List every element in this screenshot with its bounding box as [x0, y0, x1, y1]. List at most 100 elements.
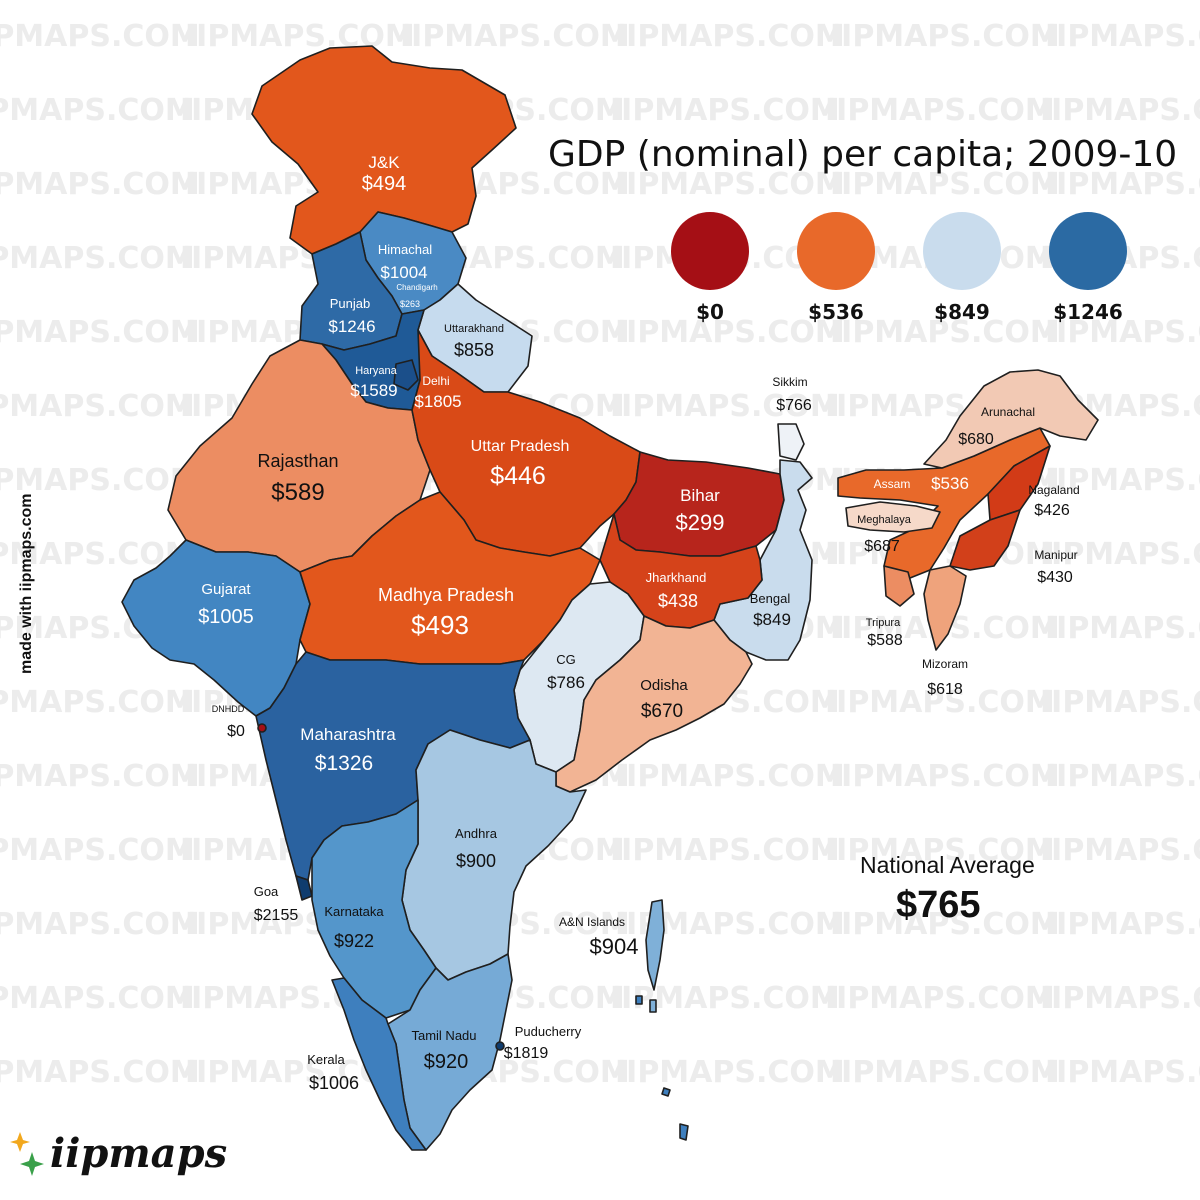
label-name: DNHDD: [212, 704, 245, 714]
label-value: $588: [867, 632, 903, 649]
label-name: Mizoram: [922, 657, 968, 671]
region-delhi[interactable]: [393, 359, 419, 391]
region-meghalaya[interactable]: [845, 501, 941, 533]
watermark-text: IIPMAPS.COM: [0, 19, 200, 54]
label-name: Rajasthan: [257, 451, 338, 471]
island-speck: [635, 995, 643, 1005]
region-sikkim[interactable]: [777, 423, 805, 461]
label-name: Uttarakhand: [444, 323, 504, 335]
label-value: $766: [776, 397, 812, 414]
region-tripura[interactable]: [883, 565, 915, 607]
watermark-text: IIPMAPS.COM: [615, 315, 845, 350]
label-value: $900: [456, 851, 496, 871]
watermark-text: IIPMAPS.COM: [825, 685, 1055, 720]
watermark-text: IIPMAPS.COM: [0, 1055, 200, 1090]
label-value: $446: [490, 462, 546, 490]
label-name: Kerala: [307, 1052, 345, 1067]
region-goa[interactable]: [295, 875, 313, 901]
watermark-text: IIPMAPS.COM: [0, 759, 200, 794]
label-name: Himachal: [378, 242, 432, 257]
label-value: $1004: [380, 263, 427, 282]
region-up[interactable]: [411, 329, 641, 557]
legend-item: $849: [922, 212, 1002, 324]
legend-swatch: [923, 212, 1001, 290]
label-value: $687: [864, 538, 900, 555]
island-speck: [679, 1123, 689, 1141]
label-name: Gujarat: [201, 581, 251, 598]
label-value: $1805: [414, 392, 461, 411]
label-value: $589: [271, 479, 324, 506]
region-bengal[interactable]: [713, 459, 813, 661]
watermark-text: IIPMAPS.COM: [1040, 833, 1200, 868]
label-value: $1005: [198, 606, 254, 628]
region-arunachal[interactable]: [923, 369, 1099, 469]
watermark-text: IIPMAPS.COM: [825, 981, 1055, 1016]
watermark-text: IIPMAPS.COM: [1045, 611, 1200, 646]
region-puducherry[interactable]: [495, 1041, 505, 1051]
label-name: Chandigarh: [396, 283, 437, 292]
watermark-text: IIPMAPS.COM: [615, 19, 845, 54]
label-value: $858: [454, 340, 494, 360]
region-gujarat[interactable]: [121, 539, 311, 717]
label-name: CG: [556, 652, 576, 667]
watermark-text: IIPMAPS.COM: [1040, 685, 1200, 720]
watermark-text: IIPMAPS.COM: [1045, 167, 1200, 202]
legend-swatch: [671, 212, 749, 290]
label-value: $493: [411, 610, 469, 640]
label-value: $922: [334, 931, 374, 951]
island-speck: [661, 1087, 671, 1097]
label-name: Nagaland: [1028, 483, 1079, 497]
label-value: $1326: [315, 752, 373, 775]
region-mizoram[interactable]: [923, 565, 967, 651]
label-name: Tripura: [866, 617, 901, 629]
watermark-text: IIPMAPS.COM: [615, 759, 845, 794]
label-value: $299: [676, 510, 725, 535]
label-name: Karnataka: [324, 904, 384, 919]
watermark-text: IIPMAPS.COM: [1045, 907, 1200, 942]
region-karnataka[interactable]: [311, 799, 437, 1019]
watermark-text: IIPMAPS.COM: [1045, 759, 1200, 794]
label-value: $438: [658, 591, 698, 611]
watermark-text: IIPMAPS.COM: [1045, 1055, 1200, 1090]
label-name: Meghalaya: [857, 514, 912, 526]
watermark-text: IIPMAPS.COM: [615, 167, 845, 202]
legend-label: $536: [808, 300, 864, 324]
label-value: $1589: [350, 381, 397, 400]
iipmaps-logo: iipmaps: [10, 1130, 227, 1177]
label-value: $786: [547, 673, 585, 692]
label-name: Andhra: [455, 826, 498, 841]
label-value: $1246: [328, 317, 375, 336]
label-value: $1819: [504, 1045, 549, 1062]
watermark-text: IIPMAPS.COM: [1045, 463, 1200, 498]
sparkle-icon: [10, 1131, 44, 1176]
national-average-label: National Average: [860, 852, 1035, 878]
label-value: $494: [362, 173, 407, 195]
label-value: $1006: [309, 1073, 359, 1093]
watermark-text: IIPMAPS.COM: [1045, 315, 1200, 350]
label-value: $2155: [254, 907, 299, 924]
watermark-text: IIPMAPS.COM: [0, 93, 195, 128]
label-value: $670: [641, 701, 683, 722]
legend-item: $536: [796, 212, 876, 324]
region-odisha[interactable]: [555, 615, 753, 793]
region-an[interactable]: [645, 899, 665, 1013]
watermark-text: IIPMAPS.COM: [0, 981, 195, 1016]
label-value: $0: [227, 723, 245, 740]
logo-text: iipmaps: [50, 1130, 228, 1177]
watermark-text: IIPMAPS.COM: [0, 389, 195, 424]
legend-swatch: [1049, 212, 1127, 290]
watermark-text: IIPMAPS.COM: [0, 685, 195, 720]
map-title: GDP (nominal) per capita; 2009-10: [548, 134, 1178, 175]
label-name: Tamil Nadu: [411, 1028, 476, 1043]
watermark-text: IIPMAPS.COM: [0, 167, 200, 202]
region-dnhdd[interactable]: [257, 723, 267, 733]
label-name: Jharkhand: [646, 570, 707, 585]
watermark-text: IIPMAPS.COM: [185, 19, 415, 54]
label-name: A&N Islands: [559, 915, 625, 929]
watermark-text: IIPMAPS.COM: [400, 19, 630, 54]
watermark-text: IIPMAPS.COM: [1040, 537, 1200, 572]
label-name: Maharashtra: [300, 725, 396, 744]
region-kerala[interactable]: [331, 977, 427, 1151]
region-manipur[interactable]: [949, 509, 1021, 571]
